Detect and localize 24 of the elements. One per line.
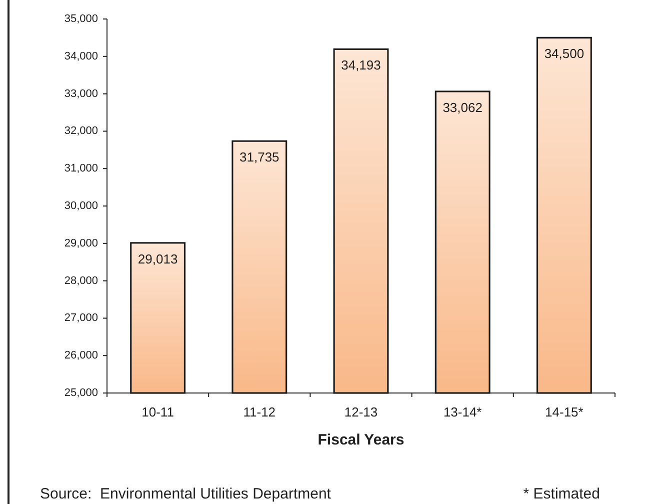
y-tick-label: 33,000 bbox=[64, 88, 98, 100]
data-label: 33,062 bbox=[442, 100, 482, 115]
text: * Estimated bbox=[523, 486, 600, 502]
y-tick-label: 32,000 bbox=[64, 125, 98, 138]
x-tick-label: 13-14* bbox=[443, 404, 482, 420]
data-label: 34,193 bbox=[341, 58, 381, 73]
y-tick-label: 35,000 bbox=[64, 13, 98, 25]
x-tick-label: 14-15* bbox=[545, 404, 584, 420]
x-axis-title: Fiscal Years bbox=[318, 432, 404, 448]
y-tick-label: 34,000 bbox=[64, 50, 98, 62]
y-tick-label: 30,000 bbox=[64, 200, 98, 212]
y-tick-label: 25,000 bbox=[64, 387, 98, 399]
y-tick-label: 27,000 bbox=[64, 312, 98, 324]
x-tick-label: 10-11 bbox=[142, 404, 174, 420]
x-tick-label: 12-13 bbox=[344, 404, 378, 420]
y-tick-label: 28,000 bbox=[64, 274, 98, 287]
x-tick-label: 11-12 bbox=[243, 404, 276, 420]
data-label: 29,013 bbox=[138, 251, 178, 266]
y-tick-label: 29,000 bbox=[64, 237, 98, 250]
data-label: 34,500 bbox=[544, 46, 584, 62]
source-note: Source: Environmental Utilities Department bbox=[40, 486, 332, 502]
y-tick-label: 26,000 bbox=[64, 350, 98, 362]
data-label: 31,735 bbox=[240, 150, 280, 165]
y-tick-label: 31,000 bbox=[64, 162, 98, 175]
